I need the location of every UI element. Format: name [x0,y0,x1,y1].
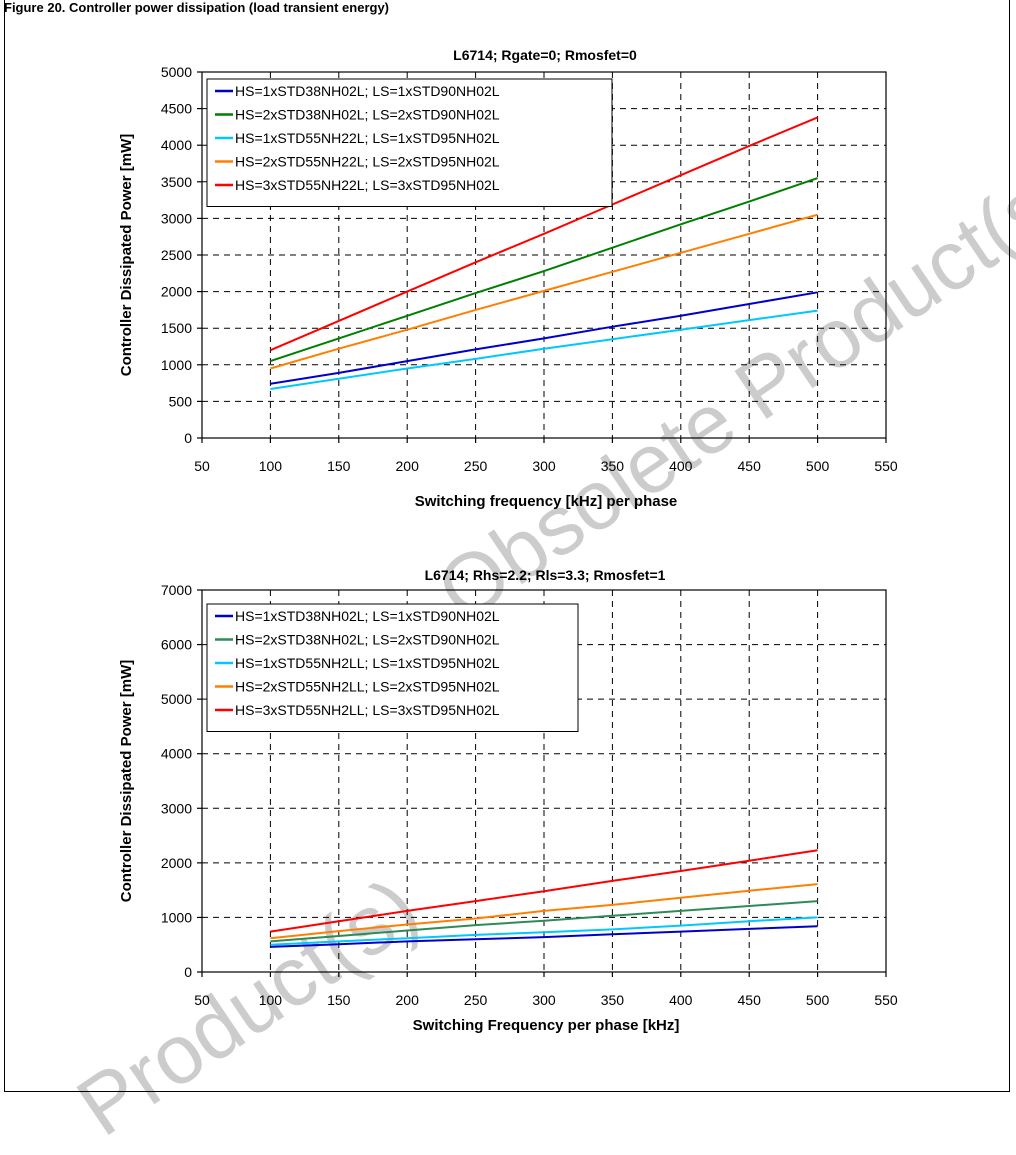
x-axis-label: Switching frequency [kHz] per phase [415,493,678,510]
x-tick-label: 450 [738,458,762,474]
series-line-2 [270,900,818,943]
series-line-3 [270,309,818,390]
x-axis-label: Switching Frequency per phase [kHz] [413,1017,680,1034]
x-tick-label: 200 [396,458,420,474]
y-tick-label: 4500 [161,101,192,117]
y-tick-label: 500 [169,393,193,409]
chart-rhs-rls: 0 1000 2000 3000 4000 5000 6000 7000 50 100 150 200… [118,567,898,1034]
y-tick-label: 2500 [161,247,192,263]
x-tick-label: 550 [874,458,898,474]
figure-caption: Figure 20. Controller power dissipation … [4,0,390,15]
y-tick-label: 1000 [161,357,192,373]
y-tick-label: 5000 [161,691,192,707]
y-tick-label: 2000 [161,855,192,871]
y-tick-label: 3000 [161,210,192,226]
y-axis-label: Controller Dissipated Power [mW] [118,134,135,377]
y-tick-label: 0 [184,964,192,980]
legend-label: HS=2xSTD38NH02L; LS=2xSTD90NH02L [235,632,500,648]
x-tick-label: 450 [738,992,762,1008]
y-tick-label: 0 [184,430,192,446]
chart-title: L6714; Rgate=0; Rmosfet=0 [453,47,637,63]
x-tick-label: 100 [259,458,283,474]
x-tick-label: 350 [601,992,625,1008]
x-tick-label: 550 [874,992,898,1008]
legend-label: HS=1xSTD38NH02L; LS=1xSTD90NH02L [235,608,500,624]
legend-label: HS=1xSTD38NH02L; LS=1xSTD90NH02L [235,83,500,99]
series-line-5 [270,116,818,352]
x-tick-label: 350 [601,458,625,474]
x-tick-label: 200 [396,992,420,1008]
y-tick-label: 2000 [161,284,192,300]
series-line-4 [270,213,818,370]
x-tick-label: 100 [259,992,283,1008]
series-line-3 [270,916,818,946]
legend-label: HS=2xSTD38NH02L; LS=2xSTD90NH02L [235,107,500,123]
y-tick-label: 1500 [161,320,192,336]
x-tick-label: 400 [669,992,693,1008]
legend-label: HS=1xSTD55NH2LL; LS=1xSTD95NH02L [235,655,500,671]
x-tick-label: 300 [532,992,556,1008]
y-tick-label: 3500 [161,174,192,190]
x-tick-label: 250 [464,992,488,1008]
y-tick-label: 4000 [161,137,192,153]
legend-box [206,78,613,207]
y-tick-label: 5000 [161,64,192,80]
legend-box [206,603,579,732]
x-tick-label: 150 [327,992,351,1008]
y-tick-label: 6000 [161,637,192,653]
x-tick-label: 400 [669,458,693,474]
x-tick-label: 150 [327,458,351,474]
x-tick-label: 300 [532,458,556,474]
legend-label: HS=1xSTD55NH22L; LS=1xSTD95NH02L [235,130,500,146]
x-tick-label: 250 [464,458,488,474]
x-tick-label: 500 [806,992,830,1008]
series-line-1 [270,925,818,948]
x-tick-label: 500 [806,458,830,474]
series-line-1 [270,291,818,385]
legend-label: HS=2xSTD55NH22L; LS=2xSTD95NH02L [235,154,500,170]
y-tick-label: 1000 [161,909,192,925]
x-tick-label: 50 [194,992,210,1008]
y-tick-label: 3000 [161,800,192,816]
legend-label: HS=3xSTD55NH2LL; LS=3xSTD95NH02L [235,702,500,718]
x-tick-label: 50 [194,458,210,474]
legend-label: HS=2xSTD55NH2LL; LS=2xSTD95NH02L [235,679,500,695]
y-axis-label: Controller Dissipated Power [mW] [118,660,135,903]
y-tick-label: 4000 [161,746,192,762]
series-line-5 [270,849,818,933]
chart-rgate-zero: 0 500 1000 1500 2000 2500 3000 3500 4000 4500 5000… [118,47,898,510]
chart-title: L6714; Rhs=2.2; Rls=3.3; Rmosfet=1 [425,567,666,583]
legend-label: HS=3xSTD55NH22L; LS=3xSTD95NH02L [235,177,500,193]
y-tick-label: 7000 [161,582,192,598]
series-line-2 [270,177,818,363]
series-line-4 [270,883,818,940]
